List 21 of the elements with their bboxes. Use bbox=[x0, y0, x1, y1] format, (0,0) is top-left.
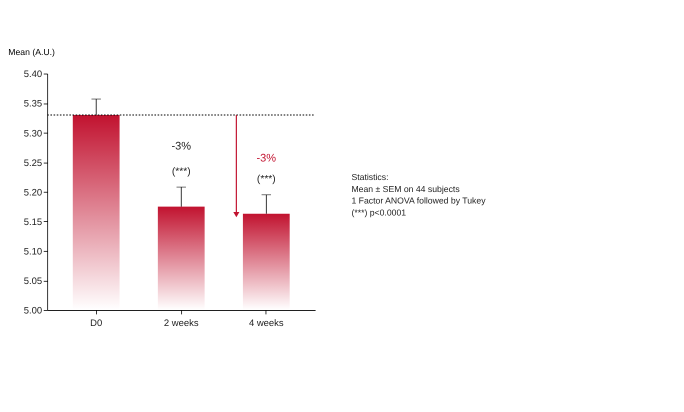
y-tick-label: 5.30 bbox=[24, 128, 42, 140]
y-tick-label: 5.15 bbox=[24, 216, 42, 228]
text: Statistics: bbox=[351, 172, 389, 182]
y-tick-label: 5.20 bbox=[24, 187, 42, 198]
text: Mean ± SEM on 44 subjects bbox=[351, 184, 460, 194]
annotation: (***) bbox=[172, 166, 191, 178]
annotation: (***) bbox=[256, 174, 276, 186]
x-tick-label: D0 bbox=[90, 318, 102, 330]
y-tick-label: 5.10 bbox=[24, 246, 42, 258]
x-tick-label: 4 weeks bbox=[248, 318, 284, 330]
y-tick-label: 5.00 bbox=[24, 306, 42, 317]
x-tick-label: 2 weeks bbox=[164, 318, 199, 330]
y-tick-label: 5.40 bbox=[24, 69, 42, 80]
y-axis-title: Mean (A.U.) bbox=[8, 47, 56, 58]
y-tick-label: 5.35 bbox=[24, 98, 42, 110]
text: 1 Factor ANOVA followed by Tukey bbox=[351, 196, 486, 206]
annotation: -3% bbox=[256, 152, 276, 165]
y-tick-label: 5.05 bbox=[24, 276, 42, 288]
text: (***) p<0.0001 bbox=[351, 207, 406, 218]
y-tick-label: 5.25 bbox=[24, 158, 42, 169]
annotation: -3% bbox=[171, 140, 192, 152]
